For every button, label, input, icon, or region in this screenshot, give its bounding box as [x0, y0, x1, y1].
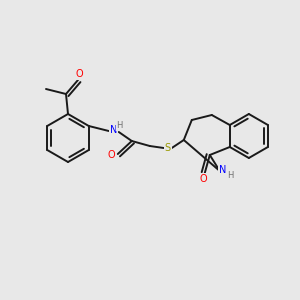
Text: N: N [110, 125, 118, 135]
Text: H: H [228, 170, 234, 179]
Text: O: O [108, 150, 116, 160]
Text: O: O [75, 69, 83, 79]
Text: O: O [200, 174, 208, 184]
Text: N: N [219, 165, 226, 175]
Text: H: H [117, 122, 123, 130]
Text: S: S [165, 143, 171, 153]
